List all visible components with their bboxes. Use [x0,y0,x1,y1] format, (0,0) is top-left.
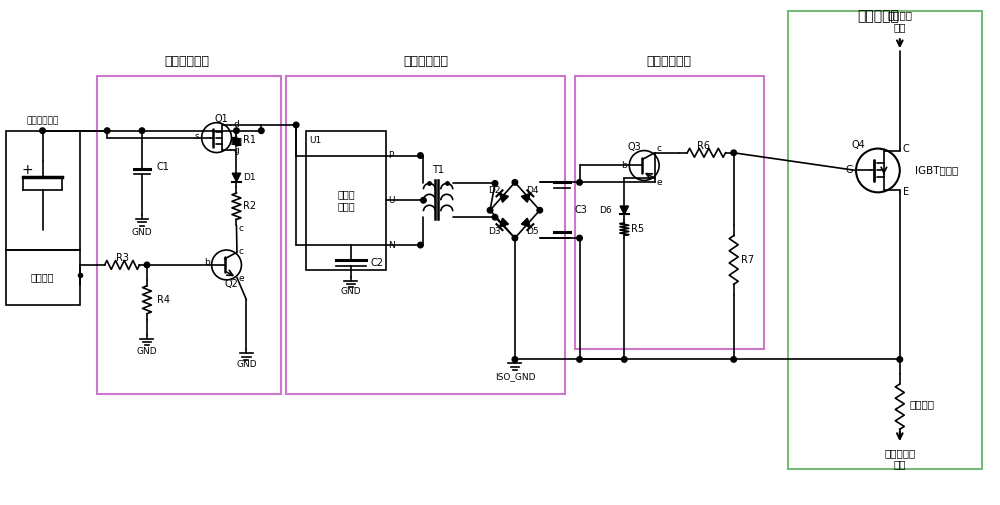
Text: 变压器
驱动器: 变压器 驱动器 [337,189,355,211]
Polygon shape [521,218,530,227]
Circle shape [104,128,110,133]
Circle shape [293,122,299,128]
Text: e: e [657,178,662,187]
Text: GND: GND [132,228,152,237]
Text: P: P [389,151,394,160]
Polygon shape [232,173,241,182]
Text: 预充电支路: 预充电支路 [857,9,899,23]
Text: GND: GND [341,287,361,296]
Text: Q4: Q4 [851,139,865,149]
Circle shape [577,357,582,362]
Text: C3: C3 [575,205,587,215]
Circle shape [537,208,543,213]
Circle shape [421,197,426,203]
Circle shape [139,128,145,133]
Text: 预充电阻: 预充电阻 [910,399,935,409]
Bar [306,131,386,270]
Text: U1: U1 [309,136,321,144]
Circle shape [512,180,518,185]
Text: 低压控制电路: 低压控制电路 [164,55,209,68]
Text: D4: D4 [526,186,539,195]
Text: ISO_GND: ISO_GND [495,372,535,381]
Text: T1: T1 [432,166,444,175]
Circle shape [418,153,423,159]
Text: R6: R6 [697,141,710,151]
Text: b: b [204,259,210,268]
Circle shape [259,128,264,133]
Circle shape [577,235,582,241]
Text: D6: D6 [599,206,611,215]
Text: E: E [903,187,909,197]
Circle shape [577,180,582,185]
Circle shape [512,235,518,241]
Text: Q2: Q2 [225,279,238,289]
Text: d: d [233,121,239,129]
Text: C2: C2 [371,258,384,268]
Circle shape [622,357,627,362]
Bar [6,250,80,305]
Text: GND: GND [137,347,157,356]
Text: D2: D2 [488,186,501,195]
Text: 低压辅助电源: 低压辅助电源 [26,116,59,125]
Circle shape [487,208,493,213]
Polygon shape [521,193,530,203]
Text: C: C [903,143,910,154]
Text: R4: R4 [157,295,170,305]
Circle shape [418,242,423,248]
Text: c: c [657,144,662,153]
Circle shape [897,357,903,362]
Text: R2: R2 [243,201,257,211]
Text: 电动机负载
正端: 电动机负载 正端 [884,448,915,470]
Text: 微控制器: 微控制器 [31,272,54,282]
Circle shape [234,128,239,133]
Circle shape [731,150,736,156]
Text: D3: D3 [488,227,501,236]
Text: D5: D5 [526,227,539,236]
Text: g: g [233,146,239,155]
Text: N: N [389,240,395,249]
Text: s: s [194,132,199,141]
Circle shape [492,215,498,220]
Circle shape [492,181,498,186]
Text: Q1: Q1 [215,114,228,124]
Text: b: b [622,161,627,170]
Text: e: e [239,274,245,283]
Text: Q3: Q3 [627,141,641,152]
Polygon shape [499,218,508,227]
Text: R3: R3 [116,253,129,263]
Polygon shape [499,193,508,203]
Text: R1: R1 [243,135,256,145]
Bar [788,11,982,469]
Bar [6,131,80,250]
Text: R5: R5 [631,224,644,234]
Text: GND: GND [236,360,257,369]
Bar [97,76,281,394]
Polygon shape [620,206,629,215]
Circle shape [144,262,150,268]
Text: D1: D1 [243,173,256,182]
Text: G: G [846,166,853,175]
Bar [286,76,565,394]
Text: IGBT晶体管: IGBT晶体管 [915,166,958,175]
Text: R7: R7 [741,255,754,265]
Text: c: c [239,247,244,256]
Text: U: U [389,196,395,205]
Text: 动力电池
正端: 动力电池 正端 [887,11,912,32]
Text: C1: C1 [157,163,170,173]
Text: 隔离开关电源: 隔离开关电源 [403,55,448,68]
Bar [575,76,764,349]
Circle shape [40,128,45,133]
Text: 门极驱动电路: 门极驱动电路 [647,55,692,68]
Circle shape [731,357,736,362]
Text: +: + [22,164,33,177]
Circle shape [512,357,518,362]
Text: c: c [238,224,243,233]
